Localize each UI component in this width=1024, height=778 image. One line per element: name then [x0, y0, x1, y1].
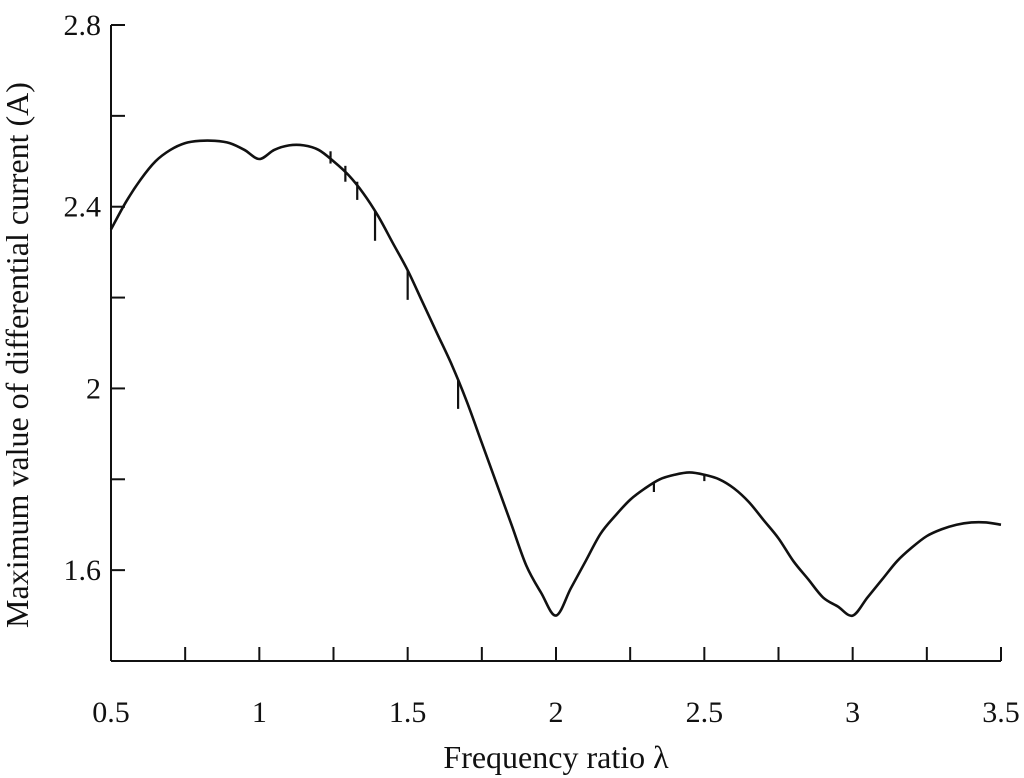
series-line [109, 139, 1002, 618]
x-tick-label: 3.5 [982, 696, 1020, 729]
axes [110, 25, 1001, 662]
y-axis-label: Maximum value of differential current (A… [0, 82, 35, 628]
y-tick-label: 2 [86, 372, 101, 405]
x-tick-label: 2 [549, 696, 564, 729]
x-axis-label: Frequency ratio λ [443, 739, 669, 775]
spikes [329, 151, 706, 493]
y-tick-label: 2.4 [64, 191, 102, 224]
x-tick-label: 1 [252, 696, 267, 729]
y-tick-label: 1.6 [64, 554, 102, 587]
x-tick-label: 3 [845, 696, 860, 729]
y-tick-label: 2.8 [64, 9, 102, 42]
tick-labels: 0.5 1 1.5 2 2.5 3 3.5 1.6 2 2.4 2.8 [64, 9, 1020, 729]
x-tick-label: 1.5 [389, 696, 427, 729]
x-tick-label: 0.5 [92, 696, 130, 729]
x-tick-label: 2.5 [686, 696, 724, 729]
ticks [110, 24, 1002, 661]
